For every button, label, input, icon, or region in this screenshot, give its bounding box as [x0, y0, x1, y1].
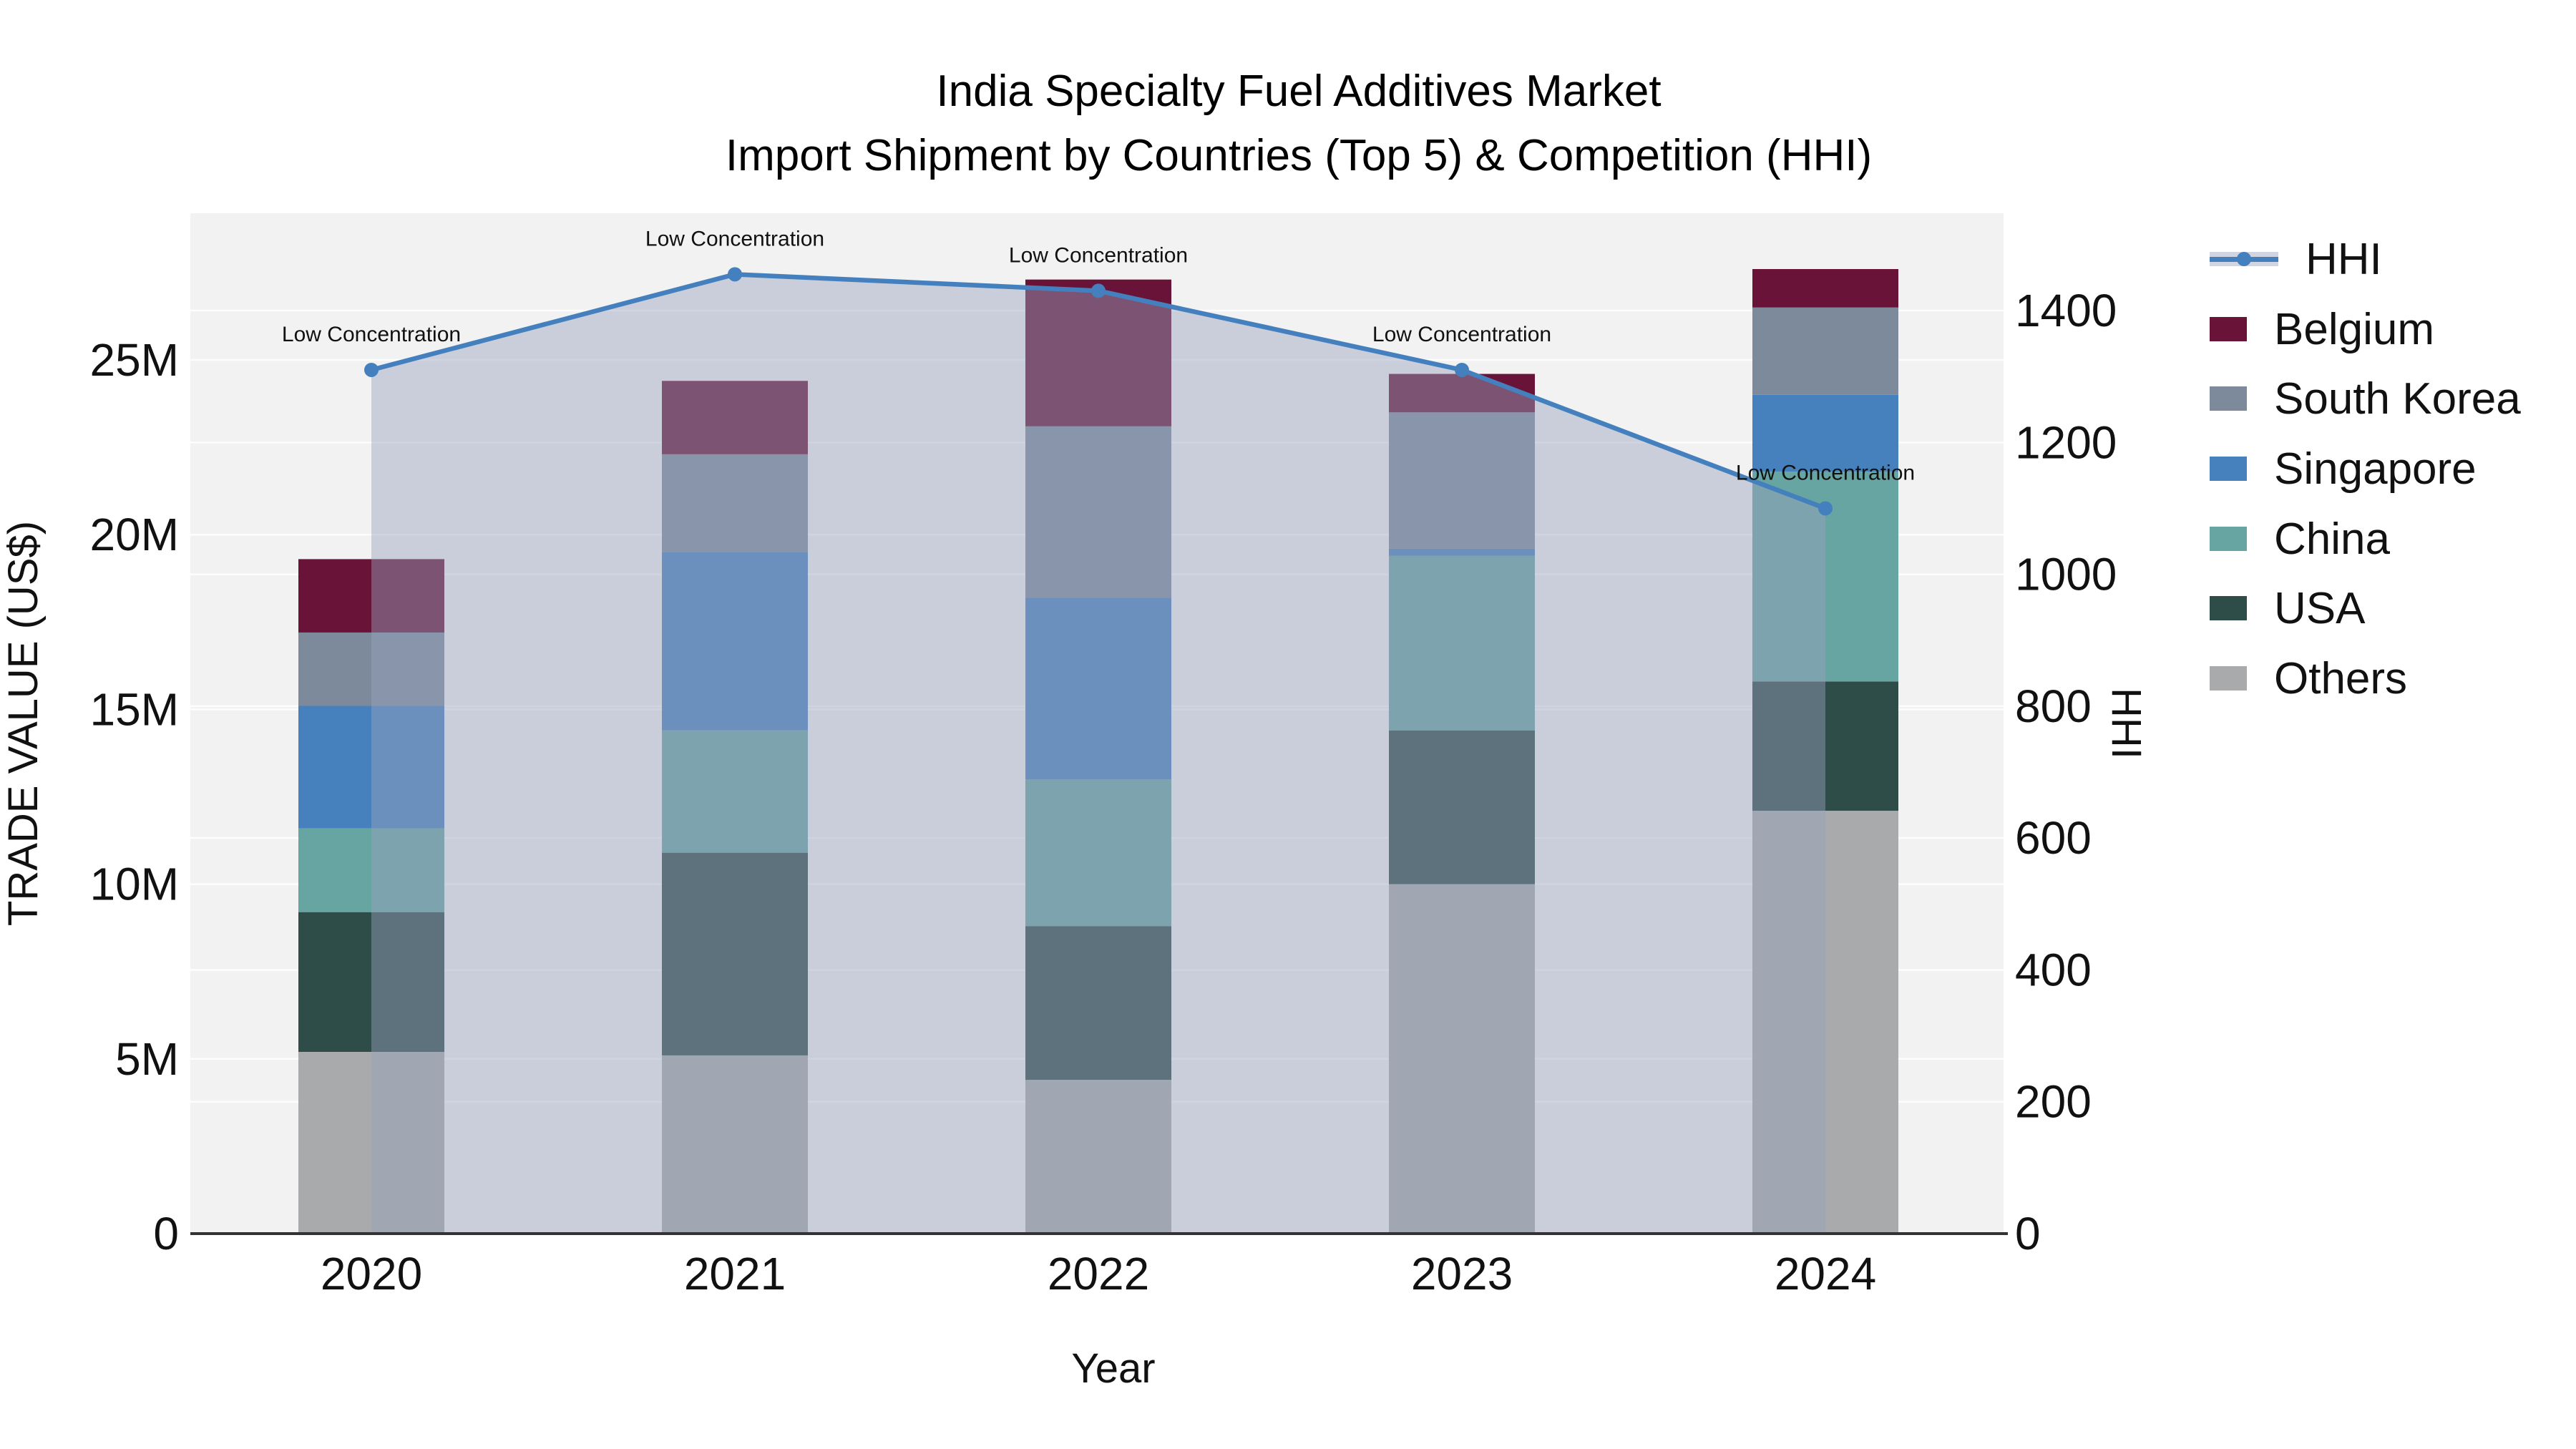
x-axis-title: Year [1071, 1345, 1155, 1392]
legend-item-hhi[interactable]: HHI [2210, 234, 2382, 284]
bar-segment-singapore-2021[interactable] [662, 552, 808, 731]
bar-segment-south-korea-2022[interactable] [1025, 426, 1171, 598]
legend-label: Singapore [2274, 444, 2477, 494]
bar-segment-belgium-2023[interactable] [1389, 374, 1535, 413]
y-right-tick-0: 0 [2015, 1208, 2041, 1259]
hhi-marker-swatch [2237, 252, 2251, 266]
y-right-tick-600: 600 [2015, 812, 2092, 864]
bar-segment-south-korea-2024[interactable] [1752, 307, 1898, 395]
y-right-tick-400: 400 [2015, 944, 2092, 995]
legend-label: HHI [2306, 234, 2382, 284]
bar-segment-usa-2023[interactable] [1389, 730, 1535, 884]
y-left-tick-5M: 5M [115, 1033, 179, 1085]
south-korea-swatch [2210, 386, 2247, 411]
bar-segment-china-2021[interactable] [662, 730, 808, 853]
y-right-tick-1000: 1000 [2015, 549, 2117, 600]
hhi-line-swatch [2210, 246, 2278, 272]
hhi-area-fill [371, 274, 1825, 1234]
bar-segment-singapore-2022[interactable] [1025, 597, 1171, 780]
bar-segment-south-korea-2021[interactable] [662, 454, 808, 552]
bar-segment-usa-2022[interactable] [1025, 926, 1171, 1080]
y-left-tick-15M: 15M [90, 683, 180, 735]
legend-item-china[interactable]: China [2210, 514, 2390, 564]
y-right-tick-800: 800 [2015, 680, 2092, 732]
hhi-marker-2023[interactable] [1455, 362, 1469, 377]
chart-title-line1: India Specialty Fuel Additives Market [936, 67, 1661, 116]
bar-segment-south-korea-2020[interactable] [298, 632, 444, 706]
bar-segment-china-2020[interactable] [298, 828, 444, 912]
hhi-marker-2024[interactable] [1818, 501, 1833, 516]
bar-segment-singapore-2020[interactable] [298, 706, 444, 829]
bar-segment-belgium-2021[interactable] [662, 381, 808, 454]
x-tick-2022: 2022 [1048, 1248, 1149, 1299]
y-left-axis-title: TRADE VALUE (US$) [0, 521, 47, 926]
belgium-swatch [2210, 317, 2247, 341]
annotation-low-concentration-2023: Low Concentration [1372, 323, 1551, 346]
legend-label: South Korea [2274, 374, 2521, 424]
others-swatch [2210, 666, 2247, 691]
bar-segment-others-2021[interactable] [662, 1055, 808, 1234]
x-tick-2023: 2023 [1411, 1248, 1513, 1299]
hhi-marker-2022[interactable] [1091, 283, 1106, 298]
bar-segment-others-2024[interactable] [1752, 811, 1898, 1234]
bar-segment-belgium-2022[interactable] [1025, 279, 1171, 426]
legend-item-belgium[interactable]: Belgium [2210, 304, 2434, 354]
bar-segment-usa-2024[interactable] [1752, 681, 1898, 811]
bar-segment-belgium-2024[interactable] [1752, 269, 1898, 308]
legend-item-others[interactable]: Others [2210, 653, 2408, 703]
bar-segment-belgium-2020[interactable] [298, 559, 444, 633]
legend-item-south-korea[interactable]: South Korea [2210, 374, 2521, 424]
bar-segment-others-2023[interactable] [1389, 884, 1535, 1234]
bar-segment-south-korea-2023[interactable] [1389, 412, 1535, 549]
annotation-low-concentration-2021: Low Concentration [645, 227, 824, 250]
annotation-low-concentration-2024: Low Concentration [1736, 461, 1915, 484]
y-right-tick-200: 200 [2015, 1076, 2092, 1128]
usa-swatch [2210, 596, 2247, 620]
bar-segment-others-2022[interactable] [1025, 1080, 1171, 1234]
x-tick-2024: 2024 [1775, 1248, 1876, 1299]
y-right-tick-1200: 1200 [2015, 416, 2117, 468]
y-left-tick-10M: 10M [90, 859, 180, 910]
y-left-tick-0: 0 [153, 1208, 179, 1259]
singapore-swatch [2210, 457, 2247, 481]
legend-label: Belgium [2274, 304, 2434, 354]
legend-item-usa[interactable]: USA [2210, 583, 2366, 633]
legend-label: USA [2274, 583, 2366, 633]
legend-label: China [2274, 514, 2390, 564]
legend-label: Others [2274, 653, 2408, 703]
hhi-marker-2021[interactable] [728, 267, 742, 282]
hhi-marker-2020[interactable] [364, 362, 379, 377]
annotation-low-concentration-2022: Low Concentration [1009, 243, 1188, 267]
bar-segment-singapore-2024[interactable] [1752, 394, 1898, 472]
x-tick-2021: 2021 [684, 1248, 786, 1299]
bar-segment-others-2020[interactable] [298, 1052, 444, 1234]
bar-segment-china-2022[interactable] [1025, 779, 1171, 927]
y-right-axis-title: HHI [2103, 688, 2150, 759]
legend-item-singapore[interactable]: Singapore [2210, 444, 2477, 494]
bar-segment-china-2023[interactable] [1389, 555, 1535, 731]
chart-title-line2: Import Shipment by Countries (Top 5) & C… [726, 131, 1872, 180]
y-right-tick-1400: 1400 [2015, 285, 2117, 336]
china-swatch [2210, 527, 2247, 551]
bar-segment-usa-2021[interactable] [662, 852, 808, 1055]
x-tick-2020: 2020 [321, 1248, 422, 1299]
annotation-low-concentration-2020: Low Concentration [282, 323, 461, 346]
y-left-tick-25M: 25M [90, 334, 180, 386]
y-left-tick-20M: 20M [90, 509, 180, 560]
bar-segment-usa-2020[interactable] [298, 912, 444, 1053]
bar-segment-singapore-2023[interactable] [1389, 548, 1535, 556]
